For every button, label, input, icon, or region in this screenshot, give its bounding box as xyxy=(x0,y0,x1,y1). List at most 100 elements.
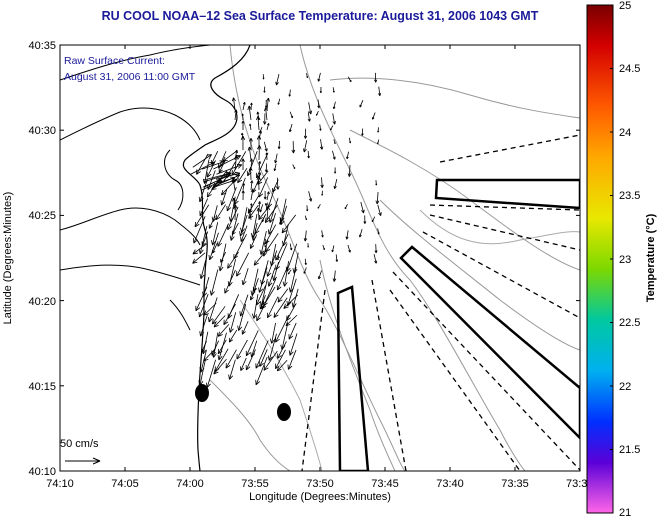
current-vector-head xyxy=(332,157,336,160)
current-vector xyxy=(304,258,307,265)
current-vector-head xyxy=(240,367,245,371)
current-vector xyxy=(348,165,351,177)
current-vector xyxy=(230,196,236,222)
current-vector-head xyxy=(211,351,216,356)
current-vector-head xyxy=(213,371,219,375)
current-vector xyxy=(303,267,307,274)
current-vector-head xyxy=(224,289,229,294)
current-vector-head xyxy=(234,200,239,205)
current-vector-head xyxy=(277,146,280,150)
current-vector-head xyxy=(303,135,306,139)
current-vector-head xyxy=(228,327,231,333)
current-vector-head xyxy=(212,321,217,325)
current-vector-head xyxy=(212,240,216,246)
current-vector xyxy=(209,232,219,261)
current-vector-head xyxy=(304,238,308,242)
x-tick-label: 73:3 xyxy=(566,478,587,490)
current-vector-head xyxy=(263,252,268,257)
current-vector-head xyxy=(249,208,252,213)
current-vector-head xyxy=(267,205,270,211)
current-vector-head xyxy=(259,362,264,367)
current-vector-head xyxy=(271,339,275,344)
current-vector-head xyxy=(259,172,262,175)
current-vector-head xyxy=(209,225,213,229)
map-content xyxy=(60,45,580,471)
current-vector-head xyxy=(211,240,213,246)
current-vector xyxy=(232,179,236,191)
current-vector-head xyxy=(246,366,251,371)
current-vector xyxy=(371,216,376,222)
current-vector xyxy=(203,348,216,362)
current-vector-head xyxy=(308,110,312,115)
current-vector-head xyxy=(361,133,363,136)
current-vector xyxy=(266,123,270,131)
current-vector-head xyxy=(333,278,337,282)
current-vector xyxy=(224,269,236,294)
current-vector-head xyxy=(234,171,240,174)
current-vector xyxy=(258,161,261,171)
current-vector xyxy=(253,294,259,319)
current-vector xyxy=(234,177,246,205)
current-vector-head xyxy=(251,102,253,106)
current-vector-head xyxy=(258,193,264,198)
current-vector-head xyxy=(192,252,198,255)
current-vector-head xyxy=(319,128,321,131)
current-vector-head xyxy=(203,358,209,362)
current-vector-head xyxy=(332,278,335,282)
current-vector xyxy=(200,260,207,279)
current-vector xyxy=(242,183,245,191)
current-vector-head xyxy=(259,288,264,293)
current-vector xyxy=(229,359,236,380)
current-vector-head xyxy=(273,276,278,281)
current-vector xyxy=(264,224,277,245)
colorbar-label: 23 xyxy=(619,254,631,266)
current-vector xyxy=(378,86,381,96)
current-vector xyxy=(253,251,266,266)
current-vector xyxy=(274,153,278,164)
current-vector-head xyxy=(266,271,268,277)
current-vector-head xyxy=(228,374,230,380)
current-vector xyxy=(256,152,269,178)
current-vector xyxy=(199,293,209,318)
current-vector-head xyxy=(217,355,220,361)
current-vector-head xyxy=(279,216,282,222)
current-vector-head xyxy=(215,214,217,220)
current-vector xyxy=(212,306,226,325)
current-vector-head xyxy=(228,216,231,222)
current-vector-head xyxy=(205,382,208,388)
current-vector xyxy=(254,213,267,234)
current-vector xyxy=(227,206,239,230)
current-vector-head xyxy=(349,80,352,83)
current-vector-head xyxy=(283,303,286,309)
current-vector-head xyxy=(251,158,254,163)
current-vector-head xyxy=(307,246,309,248)
current-vector-head xyxy=(220,161,225,166)
current-vector-head xyxy=(264,169,267,173)
current-vector xyxy=(193,216,206,244)
colorbar-label: 22 xyxy=(619,381,631,393)
current-vector-head xyxy=(275,186,279,190)
current-vector-head xyxy=(377,232,380,235)
current-vector-head xyxy=(217,242,223,247)
current-vector-head xyxy=(380,212,382,216)
current-vector-head xyxy=(237,155,241,160)
current-vector-head xyxy=(319,91,322,94)
current-vector xyxy=(372,112,376,120)
current-vector-head xyxy=(278,222,281,225)
current-vector-head xyxy=(292,268,295,274)
current-vector xyxy=(276,177,279,190)
current-vector xyxy=(233,197,236,211)
zone-polygon xyxy=(336,285,370,471)
current-vector xyxy=(258,201,261,211)
current-vector-head xyxy=(206,383,211,388)
current-vector-head xyxy=(281,227,284,233)
current-vector xyxy=(201,340,207,353)
current-vector-head xyxy=(199,198,204,203)
colorbar-label: 23.5 xyxy=(619,190,640,202)
current-vector-head xyxy=(194,221,196,227)
current-vector xyxy=(217,339,227,355)
coastline xyxy=(164,149,184,211)
scale-arrow xyxy=(65,457,101,465)
current-vector-head xyxy=(225,364,231,369)
current-vector-head xyxy=(288,287,291,293)
